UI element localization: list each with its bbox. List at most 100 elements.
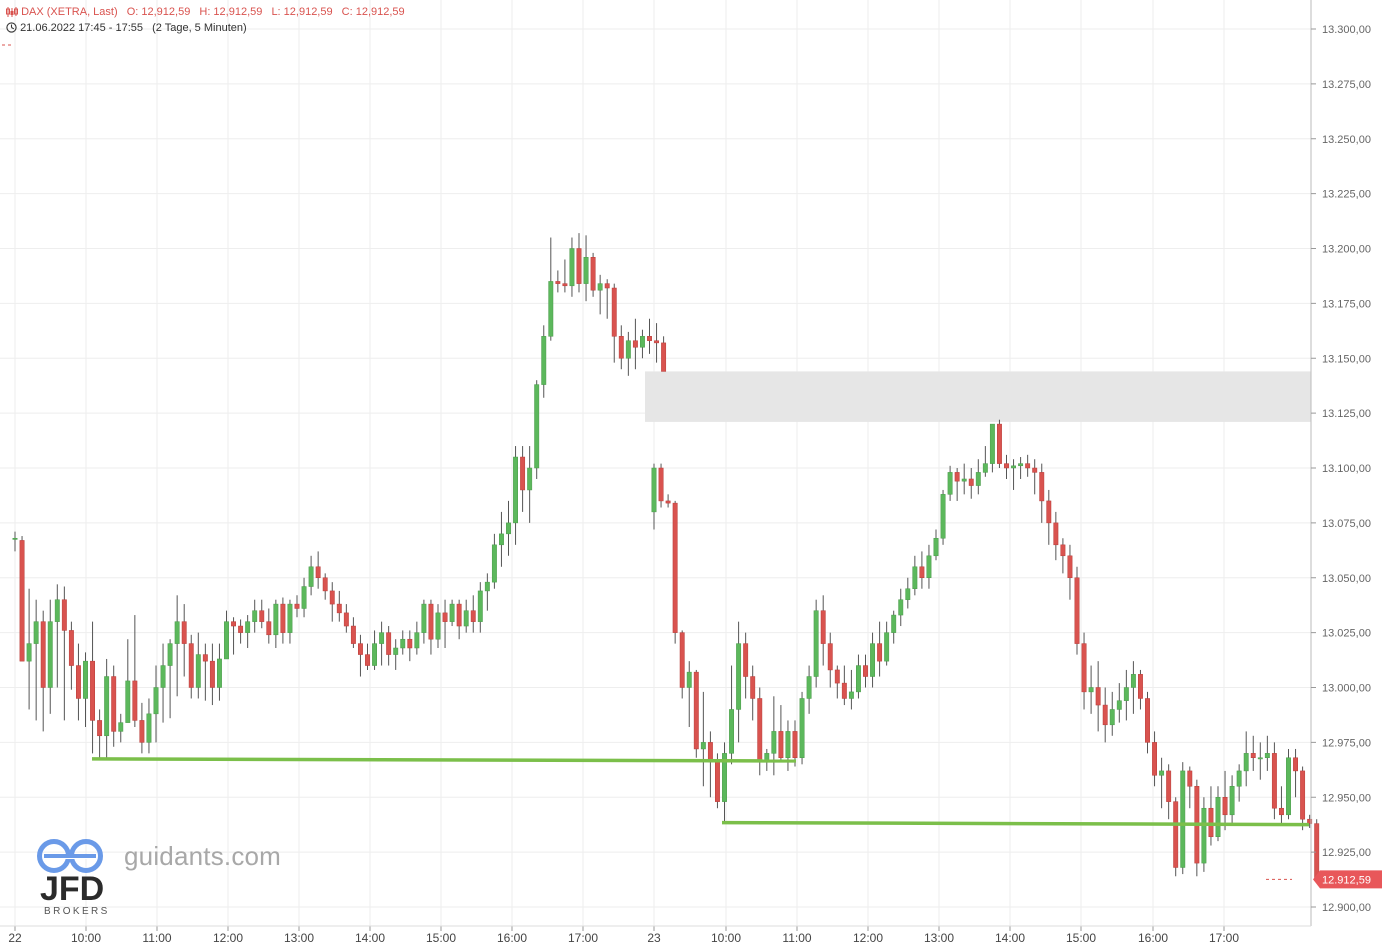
candle-body	[174, 621, 180, 644]
candle-body	[569, 248, 575, 287]
candle-body	[224, 621, 229, 660]
candle-body	[1095, 687, 1101, 706]
ohlc-high: H: 12,912,59	[199, 6, 263, 18]
candlesticks	[12, 233, 1320, 881]
candle-body	[520, 456, 526, 491]
candle-body	[870, 643, 875, 677]
candle-body	[1032, 467, 1038, 473]
candle-body	[700, 742, 706, 750]
candle-body	[1166, 770, 1172, 802]
candle-body	[153, 687, 159, 715]
candle-body	[961, 478, 967, 482]
candle-body	[562, 283, 568, 287]
last-price-label: 12.912,59	[1322, 874, 1371, 886]
y-tick-label: 13.150,00	[1322, 353, 1371, 365]
candle-body	[209, 660, 215, 688]
candle-body	[1250, 753, 1256, 758]
candle-body	[799, 698, 805, 758]
candle-body	[654, 340, 659, 344]
candle-body	[806, 676, 812, 699]
candle-body	[188, 643, 194, 688]
ohlc-close: C: 12,912,59	[341, 6, 405, 18]
instrument-name[interactable]: DAX (XETRA, Last)	[21, 6, 118, 18]
candle-body	[365, 654, 370, 666]
candle-body	[1279, 807, 1284, 816]
candle-body	[393, 647, 399, 655]
y-tick-label: 13.125,00	[1322, 408, 1371, 420]
candle-body	[1053, 522, 1059, 546]
candle-body	[484, 581, 490, 592]
candle-body	[491, 544, 497, 583]
candle-body	[400, 638, 406, 649]
candle-body	[33, 621, 39, 644]
candle-body	[195, 654, 201, 688]
candle-body	[181, 621, 187, 644]
chart-grid	[0, 0, 1311, 926]
candle-body	[1215, 797, 1221, 838]
candle-body	[463, 610, 469, 627]
candle-body	[947, 472, 953, 495]
candle-body	[343, 612, 349, 627]
candle-body	[527, 467, 533, 491]
candle-body	[856, 665, 861, 693]
candle-body	[118, 722, 124, 732]
candle-body	[919, 566, 925, 579]
candle-body	[1011, 465, 1016, 469]
candle-body	[1046, 500, 1052, 524]
candle-body	[329, 590, 335, 605]
candle-body	[1180, 770, 1186, 868]
candle-body	[1264, 753, 1270, 758]
x-tick-label: 17:00	[568, 931, 598, 945]
candle-body	[997, 423, 1002, 464]
candle-body	[618, 336, 624, 359]
y-tick-label: 13.275,00	[1322, 79, 1371, 91]
candle-body	[287, 603, 293, 633]
x-tick-label: 23	[647, 931, 661, 945]
candle-body	[76, 665, 81, 699]
jfd-logo-rings-icon	[37, 839, 103, 873]
candle-body	[576, 248, 582, 284]
watermark-site: guidants.com	[124, 841, 282, 871]
range-text[interactable]: (2 Tage, 5 Minuten)	[152, 22, 247, 34]
candle-body	[456, 603, 462, 627]
candle-body	[1138, 674, 1143, 699]
candle-body	[792, 731, 798, 758]
y-tick-label: 13.100,00	[1322, 463, 1371, 475]
candle-body	[407, 638, 413, 649]
candle-body	[26, 643, 32, 662]
y-tick-label: 13.200,00	[1322, 244, 1371, 256]
candle-body	[541, 336, 547, 385]
candle-body	[1201, 807, 1207, 864]
candle-body	[665, 500, 671, 504]
y-tick-label: 12.925,00	[1322, 847, 1371, 859]
candle-body	[435, 612, 441, 640]
candle-body	[813, 610, 819, 677]
clock-icon	[6, 22, 17, 33]
candle-body	[1222, 797, 1228, 816]
last-price-tag	[1313, 870, 1382, 889]
candle-body	[259, 610, 265, 622]
x-tick-label: 10:00	[711, 931, 741, 945]
candle-body	[841, 682, 847, 699]
candle-body	[1088, 687, 1094, 693]
candle-body	[975, 472, 981, 486]
candle-body	[379, 632, 385, 644]
y-tick-label: 13.050,00	[1322, 573, 1371, 585]
candle-body	[891, 614, 897, 633]
candle-body	[905, 588, 911, 600]
candle-body	[647, 336, 652, 341]
y-tick-label: 13.075,00	[1322, 518, 1371, 530]
y-tick-label: 13.175,00	[1322, 298, 1371, 310]
candle-body	[217, 658, 222, 688]
candle-body	[1243, 753, 1249, 772]
candle-body	[926, 555, 932, 578]
candle-body	[785, 731, 791, 758]
candle-body	[1300, 770, 1306, 820]
candle-body	[245, 621, 251, 633]
ohlc-open: O: 12,912,59	[126, 6, 191, 18]
candle-body	[1123, 687, 1129, 701]
chart-header-period: 21.06.2022 17:45 - 17:55 (2 Tage, 5 Minu…	[6, 22, 253, 34]
candle-body	[160, 665, 166, 688]
candle-body	[771, 731, 777, 754]
